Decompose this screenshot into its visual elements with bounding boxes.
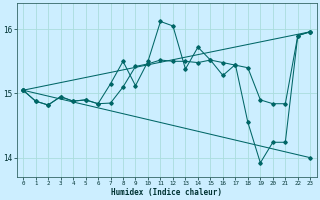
X-axis label: Humidex (Indice chaleur): Humidex (Indice chaleur) (111, 188, 222, 197)
